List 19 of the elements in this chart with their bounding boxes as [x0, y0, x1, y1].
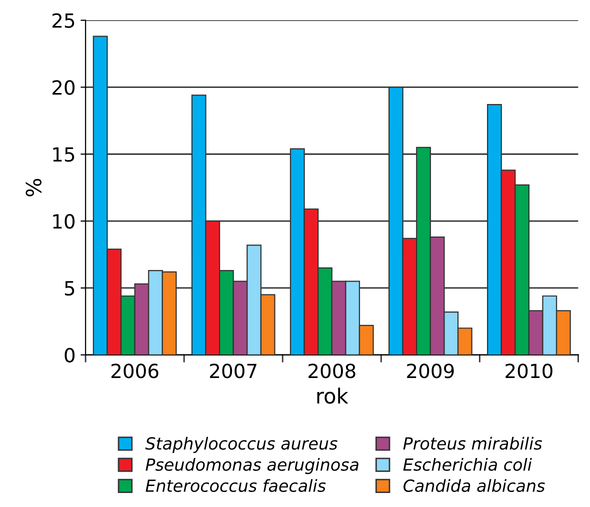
legend-label: Candida albicans	[404, 479, 545, 492]
y-tick-label: 0	[64, 348, 75, 363]
y-tick-label: 5	[64, 281, 74, 296]
legend-label: Enterococcus faecalis	[146, 479, 326, 492]
x-tick-label: 2010	[506, 364, 552, 378]
x-tick-label: 2008	[308, 364, 356, 378]
y-axis-title: %	[26, 178, 42, 196]
x-tick-label: 2007	[210, 364, 256, 378]
legend-label: Pseudomonas aeruginosa	[146, 458, 358, 474]
legend-label: Staphylococcus aureus	[145, 436, 338, 453]
x-tick-label: 2009	[407, 364, 454, 378]
y-tick-label: 10	[53, 214, 75, 229]
y-tick-label: 25	[52, 13, 74, 28]
legend-label: Escherichia coli	[403, 458, 532, 471]
legend-label: Proteus mirabilis	[403, 436, 542, 450]
x-axis-title: rok	[317, 388, 348, 404]
y-tick-label: 20	[52, 80, 75, 95]
y-tick-label: 15	[53, 147, 74, 162]
x-tick-label: 2006	[111, 364, 158, 378]
